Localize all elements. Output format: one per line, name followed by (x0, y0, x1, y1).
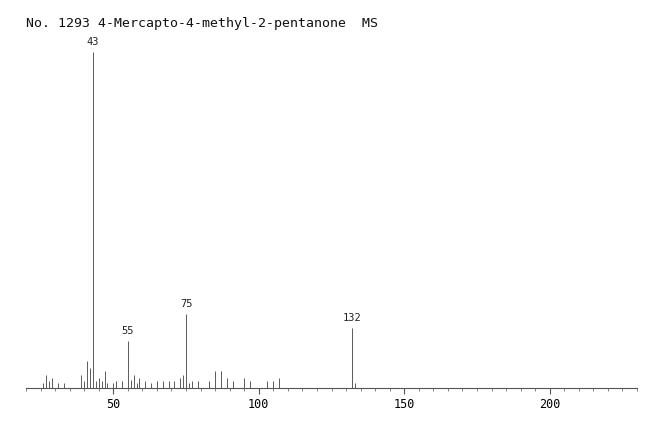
Text: 55: 55 (122, 326, 134, 336)
Text: 75: 75 (180, 299, 192, 309)
Text: 43: 43 (86, 37, 99, 47)
Text: No. 1293 4-Mercapto-4-methyl-2-pentanone  MS: No. 1293 4-Mercapto-4-methyl-2-pentanone… (26, 17, 378, 30)
Text: 132: 132 (343, 313, 361, 322)
